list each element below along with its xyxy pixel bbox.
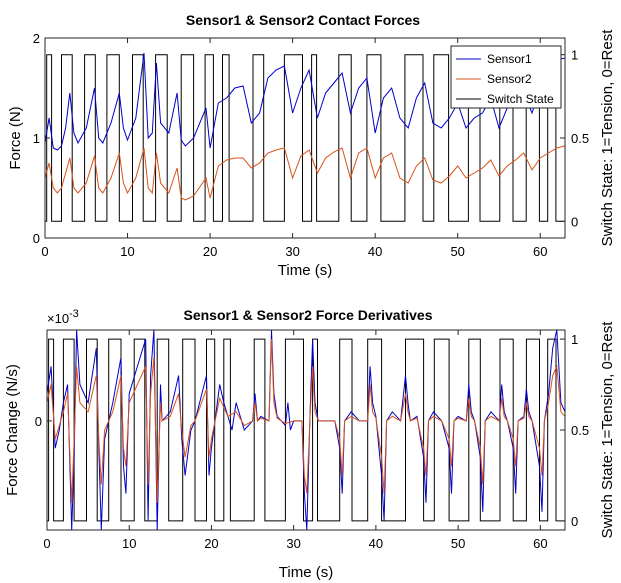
chart1-sensor1-series [44, 52, 566, 151]
chart2-y-tick-label: 0 [35, 414, 42, 429]
chart1-y-ticks: 0 1 2 [33, 31, 50, 246]
chart1-switch-series [45, 54, 565, 222]
chart1-sensor2-series [44, 145, 566, 201]
chart2-right-y-tick-label: 0 [571, 514, 578, 529]
chart1-x-tick-label: 0 [41, 244, 48, 259]
legend-sensor2-label: Sensor2 [487, 72, 532, 86]
chart1-y-tick-label: 1 [33, 131, 40, 146]
chart2-switch-state-line [47, 338, 565, 522]
chart2-y-ticks: 0 [35, 414, 52, 429]
chart2-x-tick-label: 60 [533, 536, 547, 551]
chart2-switch-series [47, 338, 565, 522]
chart2-x-label: Time (s) [279, 564, 333, 581]
chart2-x-ticks: 0 10 20 30 40 50 60 [43, 330, 548, 551]
chart1-x-tick-label: 50 [450, 244, 464, 259]
chart1-right-y-tick-label: 1 [571, 48, 578, 63]
chart2-title: Sensor1 & Sensor2 Force Derivatives [183, 307, 432, 323]
chart2-right-y-tick-label: 0.5 [571, 423, 589, 438]
chart2-exponent-power: -3 [69, 308, 79, 320]
chart1-x-tick-label: 30 [285, 244, 299, 259]
chart2-exponent: ×10 -3 [47, 308, 79, 326]
chart-force-derivatives: Sensor1 & Sensor2 Force Derivatives ×10 … [4, 307, 616, 581]
chart1-legend: Sensor1 Sensor2 Switch State [450, 45, 562, 109]
chart1-x-tick-label: 40 [368, 244, 382, 259]
chart2-sensor2-series [46, 339, 566, 503]
legend-sensor1-label: Sensor1 [487, 52, 532, 66]
chart1-y-tick-label: 0 [33, 231, 40, 246]
chart2-x-tick-label: 0 [43, 536, 50, 551]
chart1-x-label: Time (s) [278, 262, 332, 279]
chart2-right-y-ticks: 00.51 [560, 332, 589, 529]
chart1-right-y-ticks: 00.51 [560, 48, 589, 229]
chart2-x-tick-label: 30 [286, 536, 300, 551]
legend-switch-label: Switch State [487, 92, 554, 106]
chart1-sensor1-line [44, 52, 566, 151]
chart1-y-label: Force (N) [7, 106, 24, 169]
chart1-right-y-tick-label: 0 [571, 214, 578, 229]
chart1-sensor2-line [44, 145, 566, 201]
chart2-x-tick-label: 20 [204, 536, 218, 551]
chart1-x-tick-label: 60 [533, 244, 547, 259]
chart2-x-tick-label: 40 [369, 536, 383, 551]
chart2-sensor2-line [46, 339, 566, 503]
chart2-x-tick-label: 10 [122, 536, 136, 551]
chart1-x-ticks: 0 10 20 30 40 50 60 [41, 38, 547, 259]
chart-contact-forces: Sensor1 & Sensor2 Contact Forces 0 10 20 30… [7, 12, 616, 279]
chart1-right-y-tick-label: 0.5 [571, 131, 589, 146]
chart1-x-tick-label: 10 [120, 244, 134, 259]
chart2-right-y-tick-label: 1 [571, 332, 578, 347]
chart2-exponent-base: ×10 [47, 311, 69, 326]
chart2-y-label: Force Change (N/s) [4, 364, 21, 496]
chart1-x-tick-label: 20 [203, 244, 217, 259]
chart1-title: Sensor1 & Sensor2 Contact Forces [186, 12, 420, 28]
chart2-x-tick-label: 50 [451, 536, 465, 551]
legend-box [450, 45, 562, 109]
chart1-switch-state-line [45, 54, 565, 222]
chart1-right-y-label: Switch State: 1=Tension, 0=Rest [599, 29, 616, 247]
chart2-right-y-label: Switch State: 1=Tension, 0=Rest [599, 321, 616, 539]
chart2-sensor1-series [46, 329, 566, 531]
chart2-sensor1-line [46, 329, 566, 531]
chart1-y-tick-label: 2 [33, 31, 40, 46]
chart2-plot-area [47, 330, 565, 530]
